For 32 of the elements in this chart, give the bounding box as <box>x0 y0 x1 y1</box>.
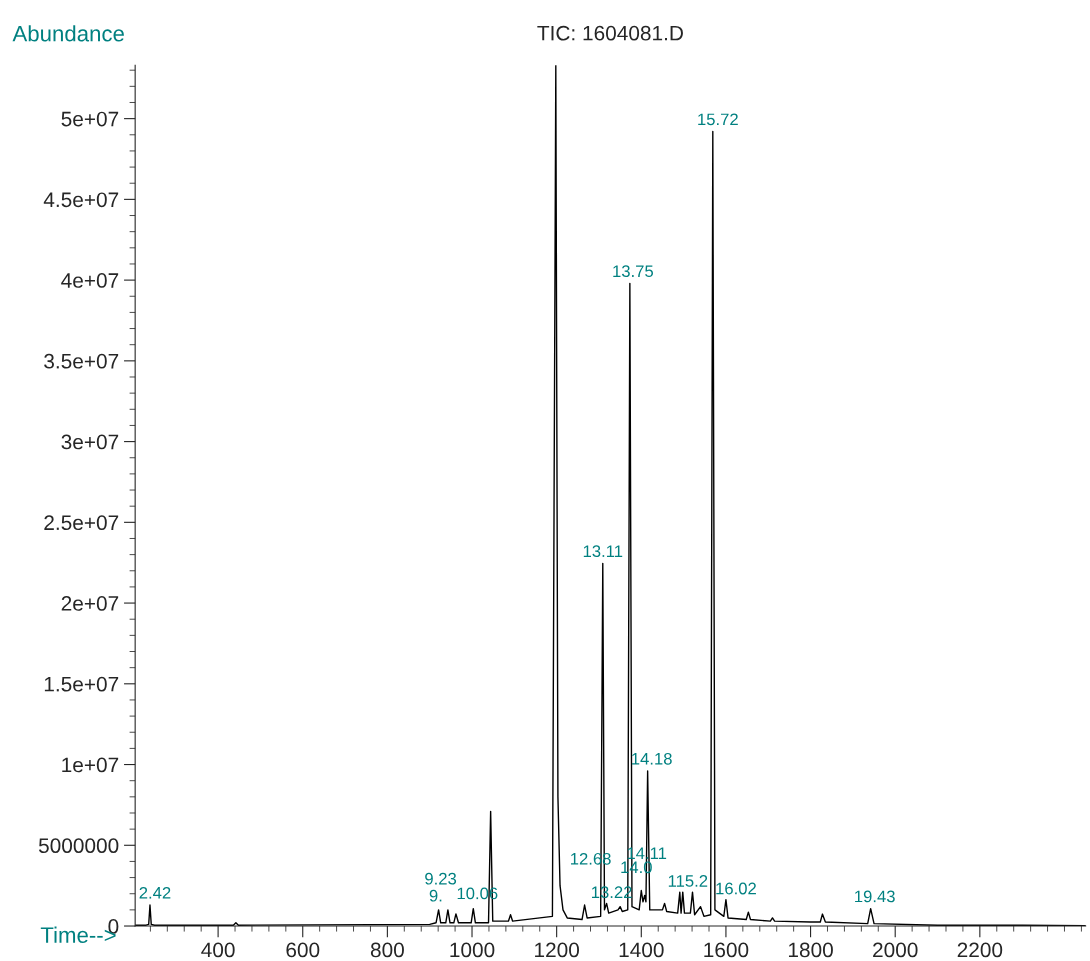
x-tick-label: 800 <box>370 942 404 958</box>
x-tick-label: 1000 <box>450 942 495 958</box>
x-tick-label: 1800 <box>788 942 833 958</box>
y-axis-title: Abundance <box>12 25 124 42</box>
y-tick-label: 5000000 <box>38 838 119 854</box>
annotation: 9.23 <box>425 872 457 885</box>
y-tick-label: 4e+07 <box>61 273 119 288</box>
annotation: 13.11 <box>583 545 623 558</box>
y-tick-label: 2e+07 <box>61 596 119 611</box>
y-tick-label: 1.5e+07 <box>44 676 119 692</box>
x-tick-label: 2200 <box>957 942 1003 958</box>
x-tick-label: 1600 <box>704 942 749 958</box>
x-tick-label: 1400 <box>619 942 664 958</box>
annotation: 9. <box>429 889 442 902</box>
chart-title: TIC: 1604081.D <box>537 25 683 41</box>
annotation: 15.72 <box>698 113 738 126</box>
y-tick-label: 3e+07 <box>61 434 119 450</box>
y-tick-label: 1e+07 <box>62 757 119 773</box>
annotation: 115.2 <box>668 875 708 887</box>
annotation: 16.02 <box>716 882 756 895</box>
x-tick-label: 1200 <box>535 942 580 958</box>
x-tick-label: 2000 <box>873 942 918 958</box>
y-tick-label: 3.5e+07 <box>44 353 119 369</box>
annotation: 13.75 <box>613 265 654 278</box>
y-tick-label: 5e+07 <box>61 111 119 127</box>
y-tick-label: 4.5e+07 <box>43 192 119 208</box>
annotation: 19.43 <box>855 890 895 903</box>
y-tick-label: 2.5e+07 <box>44 515 119 531</box>
x-tick-label: 600 <box>286 942 320 958</box>
x-tick-label: 400 <box>201 942 235 958</box>
annotation: 2.42 <box>139 886 171 899</box>
annotation: 14.18 <box>632 752 672 765</box>
